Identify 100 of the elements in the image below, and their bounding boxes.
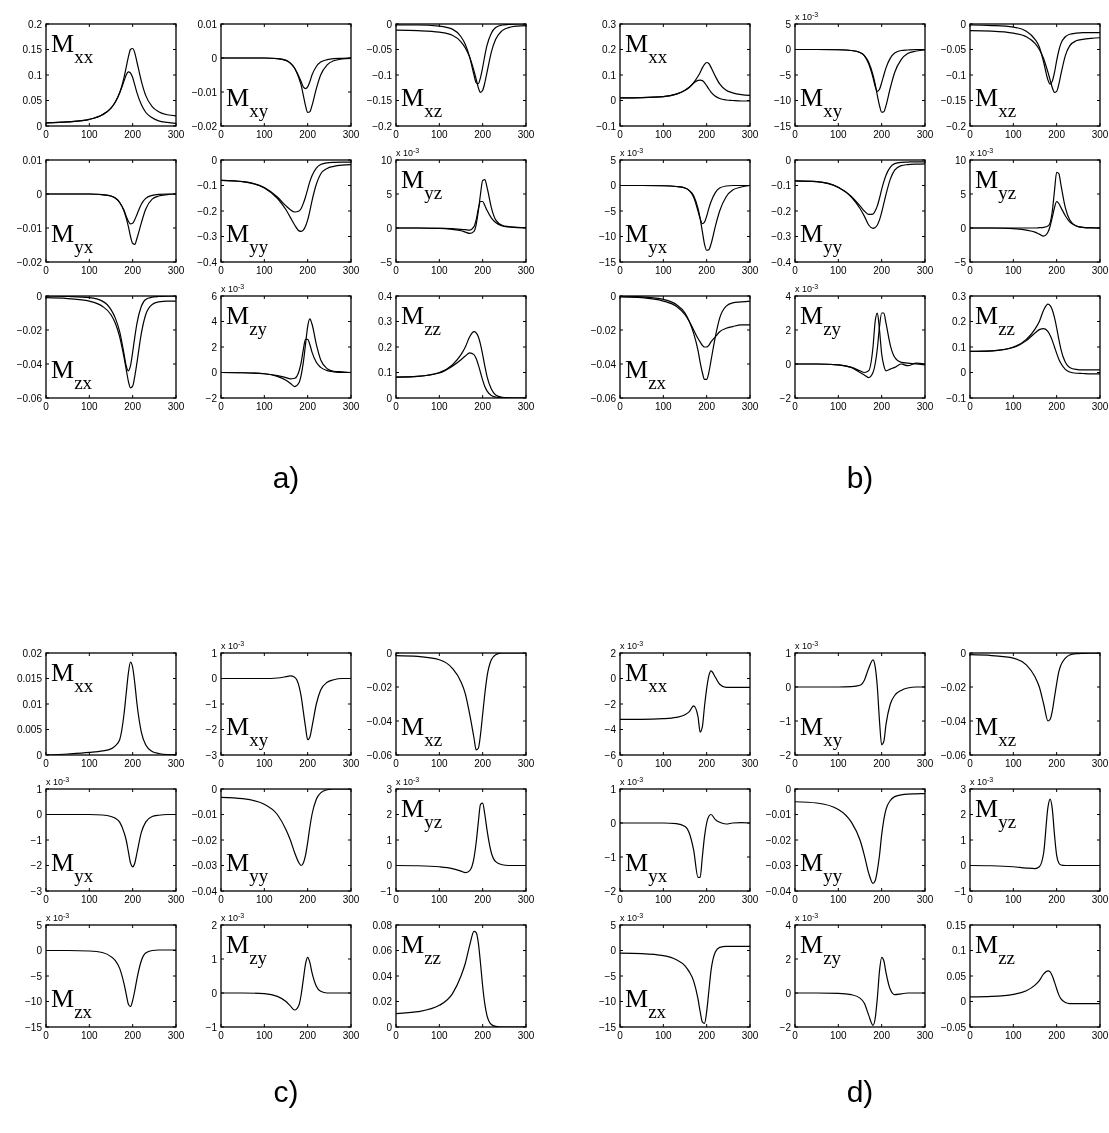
y-tick-label: −5	[954, 256, 967, 268]
y-tick-label: −0.2	[197, 205, 218, 217]
y-tick-label: −0.01	[191, 86, 218, 98]
x-tick-label: 200	[124, 401, 142, 412]
x-tick-label: 300	[517, 894, 535, 905]
x-tick-label: 200	[873, 894, 891, 905]
y-tick-label: 0.02	[372, 996, 393, 1007]
x-tick-label: 100	[80, 1030, 99, 1041]
x-tick-label: 300	[916, 265, 934, 276]
y-tick-label: −10	[774, 95, 792, 106]
y-tick-label: −10	[599, 996, 617, 1007]
y-axis-title: x 10$^{-3}$	[795, 911, 819, 923]
x-tick-label: 100	[80, 894, 99, 905]
x-tick-label: 0	[617, 265, 624, 276]
x-tick-label: 200	[1048, 401, 1066, 412]
x-tick-label: 200	[299, 1030, 317, 1041]
x-tick-label: 300	[916, 401, 934, 412]
y-axis-title: x 10$^{-3}$	[620, 911, 644, 923]
y-tick-label: −2	[779, 749, 792, 761]
x-tick-label: 100	[654, 894, 673, 905]
text: M$_{yy}$	[226, 219, 269, 257]
x-tick-label: 100	[1004, 129, 1023, 140]
y-tick-label: 2	[610, 647, 617, 659]
y-tick-label: 1	[386, 834, 393, 846]
y-tick-label: 0	[785, 154, 792, 166]
x-tick-label: 300	[167, 129, 185, 140]
x-tick-label: 0	[617, 1030, 624, 1041]
y-tick-label: −0.1	[771, 180, 792, 191]
chart-title: M$_{xx}$	[51, 29, 94, 67]
x-tick-label: 200	[1048, 894, 1066, 905]
y-tick-label: −0.2	[946, 120, 967, 132]
y-tick-label: −0.04	[765, 885, 792, 897]
y-tick-label: 0	[211, 52, 218, 64]
x-tick-label: 300	[517, 265, 535, 276]
y-tick-label: −0.1	[946, 392, 967, 404]
y-tick-label: 2	[386, 809, 393, 820]
y-tick-label: 0	[36, 290, 43, 302]
chart-title: M$_{zy}$	[226, 301, 268, 339]
y-tick-label: −0.4	[197, 256, 218, 268]
y-tick-label: −0.01	[16, 222, 43, 234]
x-tick-label: 300	[167, 894, 185, 905]
x-tick-label: 100	[654, 401, 673, 412]
x-tick-label: 100	[255, 894, 274, 905]
x-tick-label: 200	[1048, 129, 1066, 140]
y-tick-label: 0.1	[952, 341, 967, 353]
x-tick-label: 0	[617, 401, 624, 412]
x-tick-label: 300	[741, 129, 759, 140]
y-tick-label: −0.01	[765, 809, 792, 820]
y-tick-label: 1	[211, 647, 218, 659]
y-tick-label: 0	[960, 647, 967, 659]
text: M$_{xy}$	[226, 712, 269, 750]
x-tick-label: 0	[43, 265, 50, 276]
x-tick-label: 300	[1091, 758, 1109, 769]
x-tick-label: 0	[393, 129, 400, 140]
x-tick-label: 100	[1004, 894, 1023, 905]
x-tick-label: 100	[80, 401, 99, 412]
y-tick-label: 0	[386, 222, 393, 234]
y-tick-label: 0	[211, 987, 218, 999]
y-tick-label: −0.2	[771, 205, 792, 217]
text: M$_{xz}$	[401, 712, 443, 750]
y-tick-label: 0	[386, 647, 393, 659]
y-tick-label: 0.005	[16, 724, 43, 735]
x-tick-label: 100	[829, 758, 848, 769]
y-tick-label: −15	[25, 1021, 43, 1033]
x-tick-label: 300	[517, 129, 535, 140]
x-tick-label: 200	[124, 894, 142, 905]
x-tick-label: 100	[829, 265, 848, 276]
y-tick-label: −0.04	[191, 885, 218, 897]
x-tick-label: 300	[167, 1030, 185, 1041]
x-tick-label: 200	[1048, 1030, 1066, 1041]
y-tick-label: 0	[960, 18, 967, 30]
x-tick-label: 0	[218, 1030, 225, 1041]
x-tick-label: 100	[1004, 401, 1023, 412]
y-tick-label: 1	[36, 783, 43, 795]
text: M$_{yx}$	[51, 848, 94, 886]
x-tick-label: 0	[43, 401, 50, 412]
y-axis-title: x 10$^{-3}$	[795, 639, 819, 651]
x-tick-label: 100	[255, 401, 274, 412]
y-tick-label: 0.1	[952, 945, 967, 956]
y-tick-label: 3	[960, 783, 967, 795]
x-tick-label: 0	[393, 265, 400, 276]
y-tick-label: −2	[779, 392, 792, 404]
y-tick-label: −0.15	[366, 95, 393, 106]
x-tick-label: 100	[430, 1030, 449, 1041]
y-tick-label: −15	[599, 1021, 617, 1033]
y-tick-label: 0	[211, 154, 218, 166]
x-tick-label: 300	[342, 1030, 360, 1041]
y-tick-label: 0	[610, 817, 617, 829]
y-tick-label: 5	[960, 188, 967, 200]
x-tick-label: 100	[255, 1030, 274, 1041]
y-tick-label: 0.05	[22, 95, 43, 106]
chart-title: M$_{zz}$	[975, 301, 1015, 339]
y-axis-title: x 10$^{-3}$	[970, 775, 994, 787]
x-tick-label: 300	[741, 401, 759, 412]
x-tick-label: 200	[873, 401, 891, 412]
x-tick-label: 200	[124, 129, 142, 140]
y-tick-label: −2	[779, 1021, 792, 1033]
text: M$_{yy}$	[800, 848, 843, 886]
y-axis-title: x 10$^{-3}$	[221, 639, 245, 651]
y-tick-label: −0.02	[16, 256, 43, 268]
